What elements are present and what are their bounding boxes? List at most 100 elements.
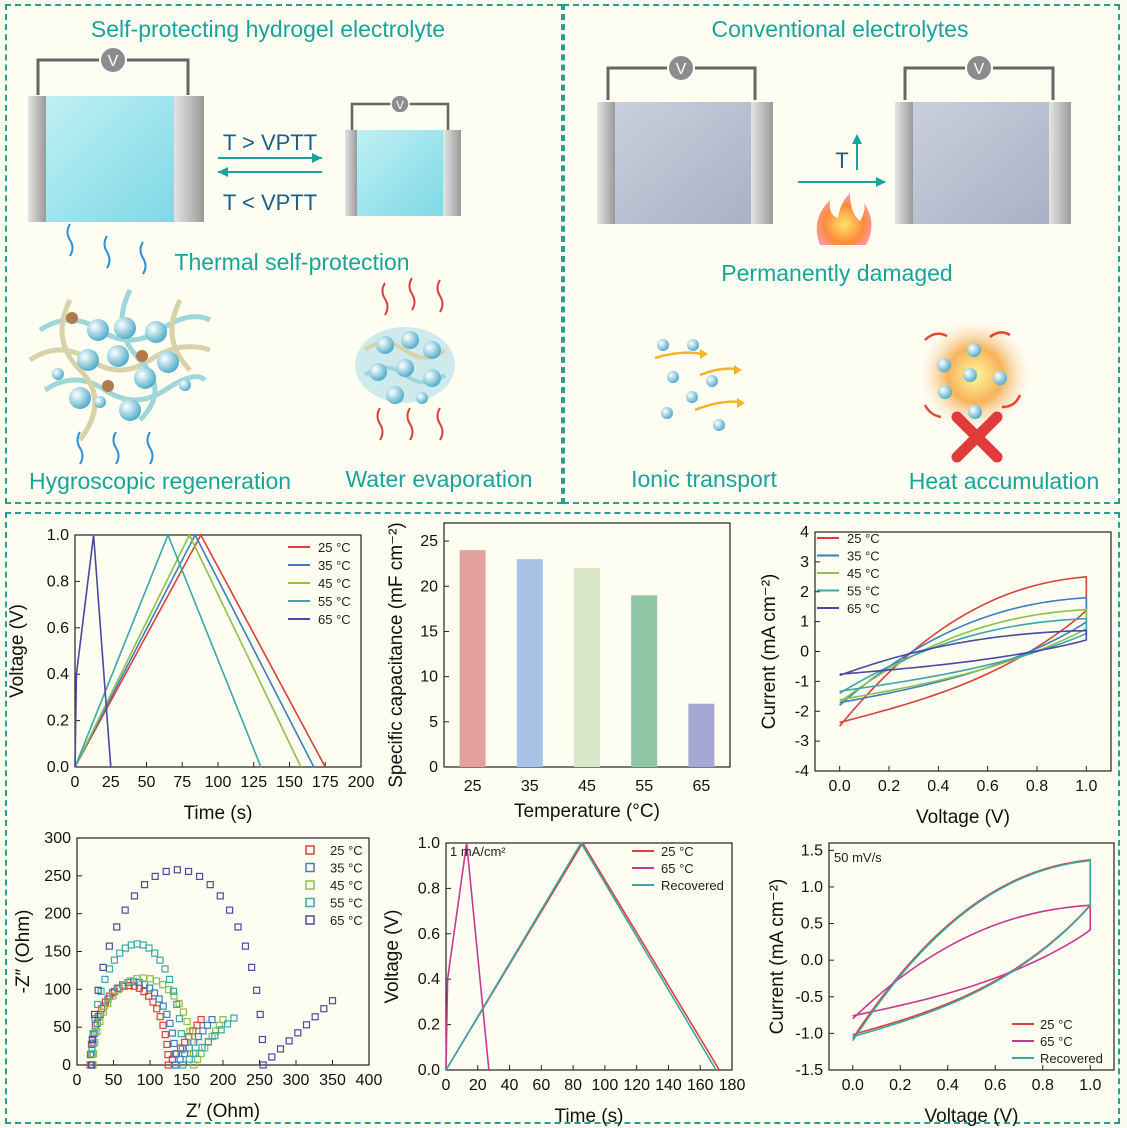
nyquist-point [104,999,112,1008]
nyquist-point [259,1061,267,1069]
nyquist-point [105,965,114,973]
nyquist-point [179,1061,187,1069]
x-tick-label: 200 [210,1072,237,1089]
nyquist-point [320,1005,328,1013]
legend-label: 55 °C [330,896,363,911]
legend-label: 65 °C [847,601,880,616]
nyquist-point [216,892,224,900]
y-tick-label: 2 [800,584,809,601]
nyquist-point [146,984,154,992]
cv-recovery-loop [852,904,1092,1020]
right-panel-title: Conventional electrolytes [712,16,969,42]
y-tick-label: 0.4 [418,971,440,988]
x-tick-label: 0 [442,1077,451,1094]
cv-chart: 0.0 0.2 0.4 0.6 0.8 1.0 -4 -3 -2 -1 0 1 2 3 4 Voltage (… [759,524,1112,828]
nyquist-point [161,1030,169,1039]
heat-label: Heat accumulation [909,468,1100,494]
gcd-series-line [74,533,326,768]
capacitance-bar [459,550,486,767]
nyquist-point [175,999,183,1008]
nyquist-point [241,942,250,950]
legend-label: 65 °C [330,913,363,928]
legend-label: Recovered [1040,1051,1103,1066]
nyquist-point [223,1020,232,1028]
top-right-panel [563,4,1120,504]
nyquist-point [175,1015,183,1023]
legend-marker [305,915,315,925]
x-tick-label: 0.6 [977,778,999,795]
legend-label: 25 °C [330,843,363,858]
capacitance-bar [516,559,543,767]
gcd-recovery-chart: 0 20 40 60 80 100 120 140 160 180 0.0 0.2 0.4 0.6 0.8 1… [382,835,745,1127]
y-tick-label: 0.6 [47,620,69,637]
voltmeter-small-icon [390,94,410,114]
charts-layer: 0 25 50 75 100 125 150 175 2000.00.20.40.60.81.0… [7,522,1115,1127]
nyquist-point [140,881,149,889]
legend-label: 55 °C [318,594,351,609]
nyquist-point [208,1015,216,1024]
x-tick-label: 200 [348,774,375,791]
nyquist-point [190,1061,198,1069]
x-tick-label: 75 [173,774,191,791]
nyquist-point [179,1008,187,1016]
nyquist-point [193,1021,201,1029]
capacitance-bar [574,568,600,767]
bottom-panel [5,512,1120,1124]
x-tick-label: 160 [687,1077,714,1094]
nyquist-point [170,992,178,1000]
nyquist-point [93,1028,101,1036]
nyquist-point [171,1050,179,1058]
nyquist-point [168,1029,176,1037]
fire-icon [816,193,872,245]
nyquist-point [204,1037,212,1046]
nyquist-point [230,1014,238,1022]
top-left-panel [5,4,563,504]
nyquist-point [181,1050,189,1058]
voltmeter-small-label: V [396,98,404,112]
nyquist-point [120,981,128,989]
x-tick-label: 400 [356,1072,383,1089]
y-tick-label: 0.0 [47,759,69,776]
y-tick-label: -0.5 [795,989,823,1006]
y-tick-label: -4 [795,763,809,780]
x-axis-title: Voltage (V) [925,1106,1019,1127]
ionic-label: Ionic transport [631,466,777,492]
legend-label: 55 °C [847,584,880,599]
nyquist-point [159,1021,167,1029]
legend-label: 45 °C [847,566,880,581]
thermal-label: Thermal self-protection [174,249,409,275]
x-tick-label: 175 [312,774,339,791]
nyquist-point [139,941,147,949]
voltmeter-icon [99,46,127,74]
nyquist-point [192,1049,200,1057]
x-tick-label: 100 [205,774,232,791]
legend-label: 65 °C [1040,1034,1073,1049]
nyquist-point [188,1038,196,1047]
voltmeter-label-3: V [974,61,985,78]
y-tick-label: -1.5 [795,1062,823,1079]
nyquist-point [159,981,167,989]
damaged-label: Permanently damaged [721,260,952,286]
y-tick-label: 1 [800,614,809,631]
y-tick-label: 100 [44,981,71,998]
nyquist-point [165,975,174,983]
x-tick-label: 1.0 [1079,1077,1101,1094]
legend-label: 35 °C [318,558,351,573]
nyquist-point [225,906,234,914]
y-tick-label: 10 [420,669,438,686]
voltmeter-label-2: V [676,61,687,78]
nyquist-point [217,1026,225,1034]
nyquist-point [170,1039,178,1048]
y-axis-title: Voltage (V) [7,604,28,698]
x-tick-label: 0.2 [878,778,900,795]
x-tick-label: 50 [105,1072,123,1089]
y-tick-label: 0.2 [47,713,69,730]
nyquist-point [88,1035,96,1044]
nyquist-point [133,940,141,948]
nyquist-point [178,1045,187,1053]
nyquist-point [311,1013,319,1021]
nyquist-point [248,963,256,971]
nyquist-point [164,1051,172,1059]
